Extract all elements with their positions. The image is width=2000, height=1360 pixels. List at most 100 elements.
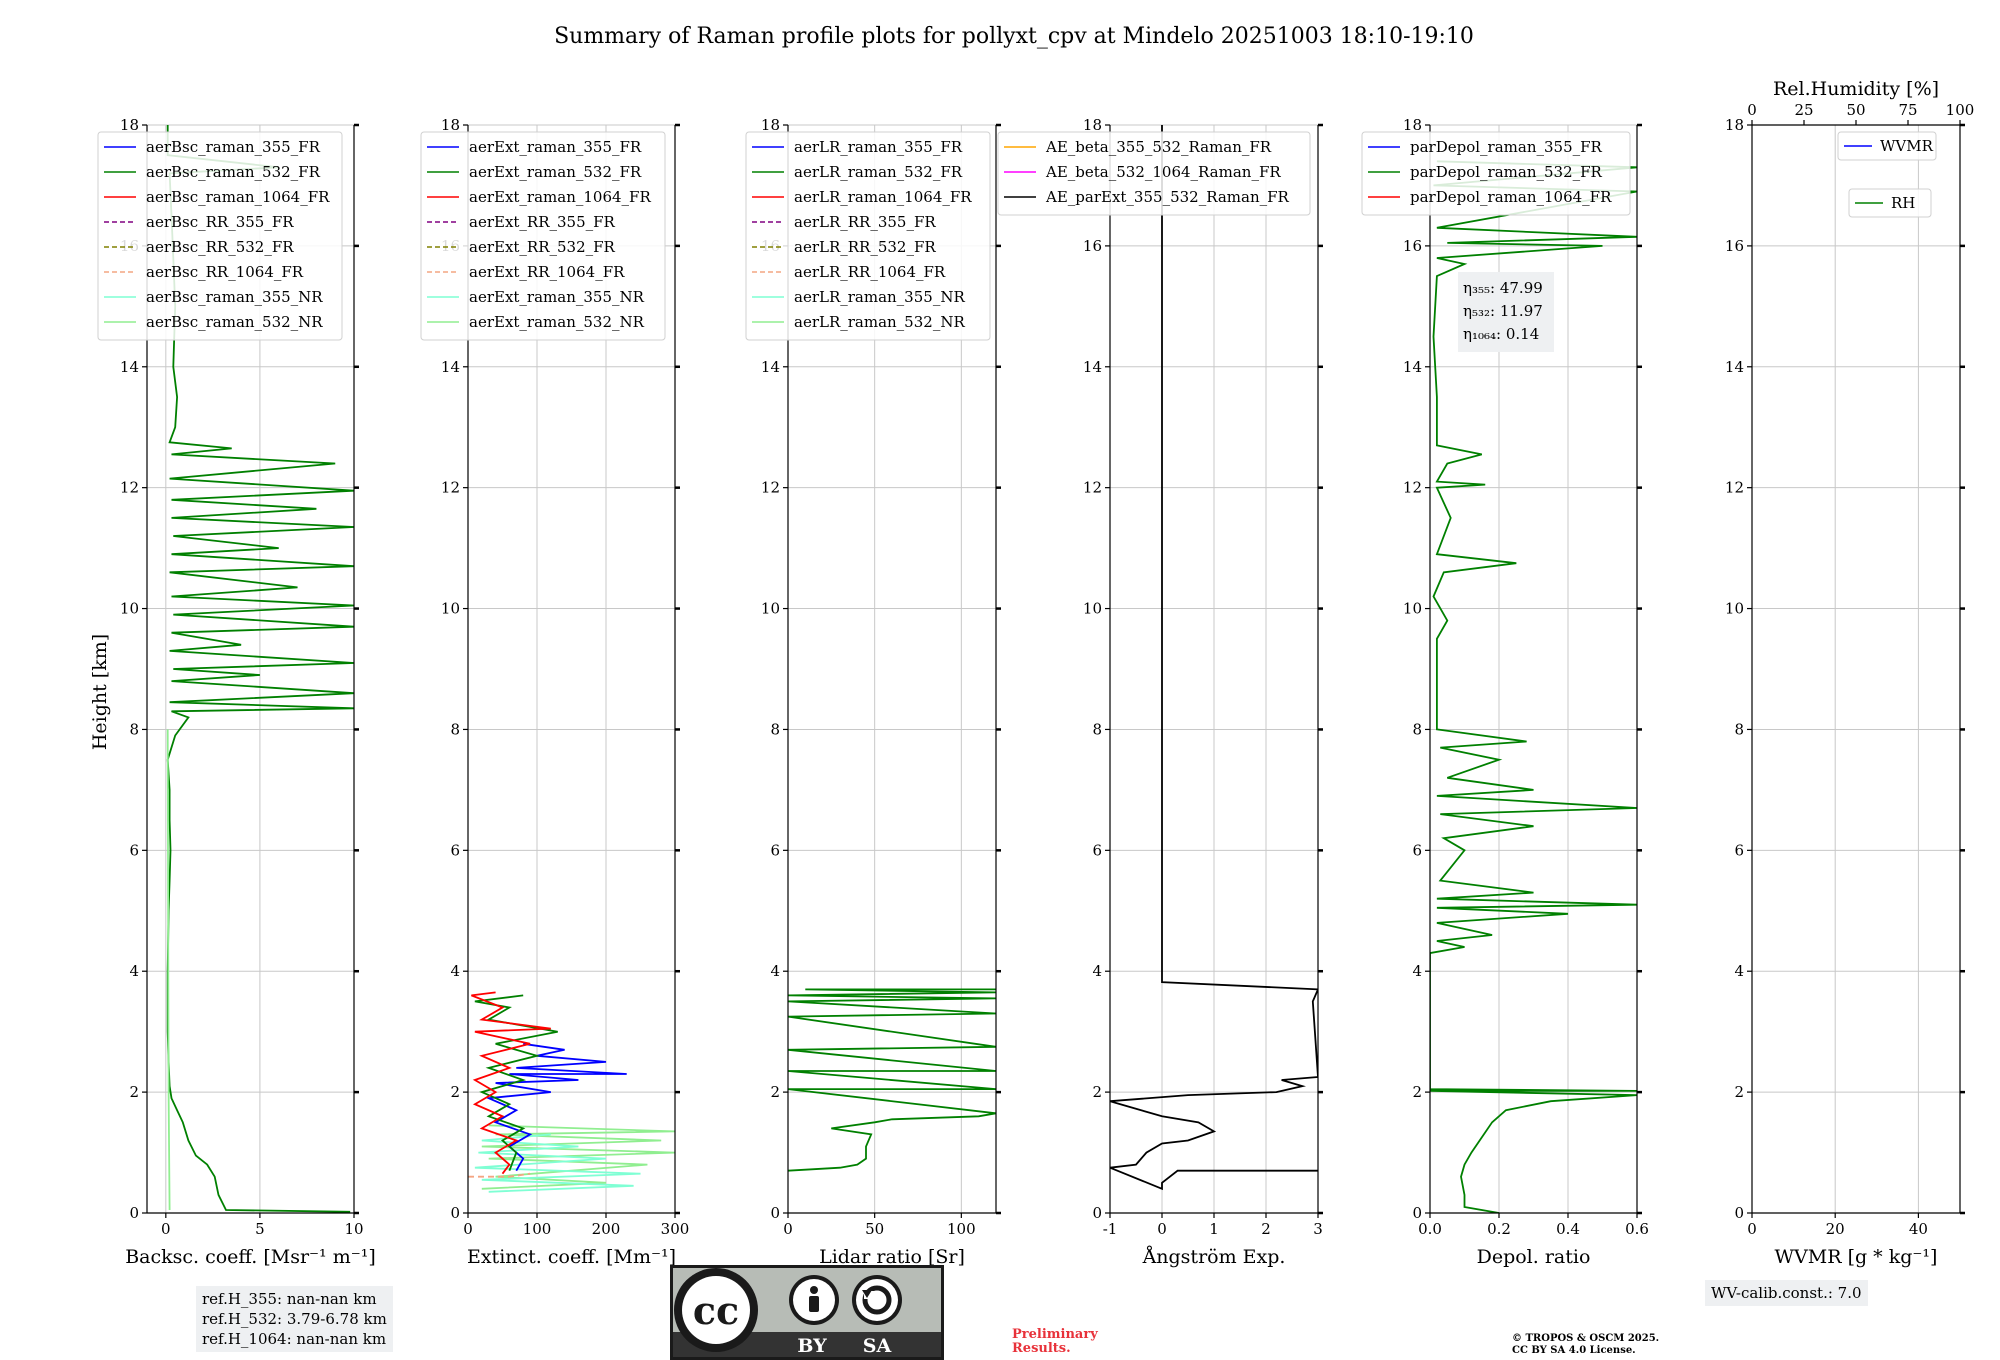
y-tick-label: 14: [1083, 358, 1102, 376]
y-tick-label: 8: [1734, 720, 1744, 738]
y-tick-label: 14: [761, 358, 780, 376]
top-x-tick-label: 0: [1747, 101, 1757, 119]
x-tick-label: 20: [1826, 1220, 1845, 1238]
legend-label: aerExt_RR_355_FR: [469, 213, 616, 231]
y-tick-label: 0: [770, 1204, 780, 1222]
series-line-AE_parExt_355_532_Raman_FR: [1110, 125, 1318, 1191]
series-line-aerLR_raman_532_FR: [788, 988, 996, 1172]
legend-label: aerExt_RR_1064_FR: [469, 263, 625, 281]
legend-label: AE_beta_532_1064_Raman_FR: [1045, 163, 1281, 181]
share-alike-icon: [852, 1275, 902, 1325]
series-line-aerBsc_raman_532_NR: [166, 729, 171, 1211]
series-line-aerExt_raman_532_FR: [474, 994, 558, 1172]
y-tick-label: 12: [120, 479, 139, 497]
y-tick-label: 10: [1725, 600, 1744, 618]
preliminary-line-1: Preliminary: [1012, 1327, 1098, 1342]
x-tick-label: 100: [947, 1220, 976, 1238]
x-tick-label: 3: [1313, 1220, 1323, 1238]
legend-label: aerBsc_raman_532_FR: [146, 163, 321, 181]
legend-label: aerLR_RR_355_FR: [794, 213, 936, 231]
y-tick-label: 4: [1092, 962, 1102, 980]
y-tick-label: 18: [120, 116, 139, 134]
y-tick-label: 8: [1412, 720, 1422, 738]
y-tick-label: 0: [1092, 1204, 1102, 1222]
ref-height-532: ref.H_532: 3.79-6.78 km: [202, 1310, 387, 1328]
legend-label: aerBsc_RR_1064_FR: [146, 263, 304, 281]
x-tick-label: 0.6: [1625, 1220, 1649, 1238]
y-tick-label: 4: [1734, 962, 1744, 980]
x-tick-label: 50: [865, 1220, 884, 1238]
annotation-line: η₁₀₆₄: 0.14: [1463, 325, 1539, 343]
y-tick-label: 6: [450, 841, 460, 859]
x-axis-label: Extinct. coeff. [Mm⁻¹]: [467, 1246, 676, 1268]
x-tick-label: 200: [592, 1220, 621, 1238]
legend-label: parDepol_raman_532_FR: [1410, 163, 1603, 181]
legend-label: aerBsc_raman_1064_FR: [146, 188, 330, 206]
copyright-line-2: CC BY SA 4.0 License.: [1512, 1345, 1636, 1356]
x-tick-label: 100: [523, 1220, 552, 1238]
person-icon: [789, 1275, 839, 1325]
cc-icon: cc: [674, 1268, 758, 1352]
y-tick-label: 10: [120, 600, 139, 618]
x-axis-label: Ångström Exp.: [1142, 1246, 1286, 1268]
legend-box: [420, 131, 666, 341]
cc-text: cc: [693, 1288, 739, 1333]
legend-label: WVMR: [1880, 137, 1934, 155]
legend-box: [97, 131, 343, 341]
x-tick-label: 1: [1209, 1220, 1219, 1238]
legend-label: aerBsc_raman_355_FR: [146, 138, 321, 156]
legend-label: AE_parExt_355_532_Raman_FR: [1045, 188, 1290, 206]
top-x-tick-label: 75: [1898, 101, 1917, 119]
y-tick-label: 4: [1412, 962, 1422, 980]
by-label: BY: [797, 1335, 827, 1357]
y-tick-label: 18: [1403, 116, 1422, 134]
legend-label: RH: [1891, 194, 1915, 212]
legend-label: aerExt_raman_1064_FR: [469, 188, 651, 206]
panel-bsc: 0246810121416180510Backsc. coeff. [Msr⁻¹…: [97, 116, 376, 1268]
preliminary-line-2: Results.: [1012, 1341, 1071, 1356]
y-tick-label: 16: [1725, 237, 1744, 255]
x-tick-label: 0: [1747, 1220, 1757, 1238]
panels: 0246810121416180510Backsc. coeff. [Msr⁻¹…: [97, 78, 1974, 1268]
legend-box: [745, 131, 991, 341]
x-tick-label: 2: [1261, 1220, 1271, 1238]
y-tick-label: 6: [1412, 841, 1422, 859]
y-tick-label: 18: [761, 116, 780, 134]
x-tick-label: -1: [1103, 1220, 1118, 1238]
legend-label: aerLR_raman_532_FR: [794, 163, 963, 181]
top-x-tick-label: 50: [1846, 101, 1865, 119]
y-tick-label: 18: [1083, 116, 1102, 134]
legend-label: aerBsc_RR_355_FR: [146, 213, 294, 231]
series-line-aerExt_raman_355_NR: [474, 1133, 641, 1193]
copyright-note: © TROPOS & OSCM 2025. CC BY SA 4.0 Licen…: [1512, 1333, 1659, 1357]
x-tick-label: 5: [255, 1220, 265, 1238]
legend-box: [1848, 188, 1932, 218]
y-tick-label: 14: [1403, 358, 1422, 376]
y-tick-label: 4: [770, 962, 780, 980]
series-line-aerExt_RR_1064_FR: [468, 1172, 531, 1178]
y-tick-label: 10: [761, 600, 780, 618]
x-tick-label: 0.4: [1556, 1220, 1580, 1238]
y-tick-label: 6: [1734, 841, 1744, 859]
annotation-line: η₃₅₅: 47.99: [1463, 279, 1543, 297]
y-tick-label: 10: [1083, 600, 1102, 618]
top-axis-label: Rel.Humidity [%]: [1773, 78, 1939, 100]
y-tick-label: 12: [1725, 479, 1744, 497]
series-line-aerExt_raman_355_FR: [485, 1042, 627, 1172]
y-tick-label: 12: [761, 479, 780, 497]
x-tick-label: 0: [161, 1220, 171, 1238]
legend-box: [1361, 131, 1631, 216]
y-tick-label: 8: [129, 720, 139, 738]
ref-height-1064: ref.H_1064: nan-nan km: [202, 1330, 387, 1348]
cc-license-badge[interactable]: cc BY SA: [670, 1265, 944, 1360]
wv-calib-constant: WV-calib.const.: 7.0: [1711, 1284, 1862, 1302]
legend-label: parDepol_raman_1064_FR: [1410, 188, 1612, 206]
y-tick-label: 2: [770, 1083, 780, 1101]
legend-label: aerLR_RR_532_FR: [794, 238, 936, 256]
y-tick-label: 12: [1403, 479, 1422, 497]
y-tick-label: 8: [450, 720, 460, 738]
copyright-line-1: © TROPOS & OSCM 2025.: [1512, 1333, 1660, 1344]
y-tick-label: 16: [1083, 237, 1102, 255]
